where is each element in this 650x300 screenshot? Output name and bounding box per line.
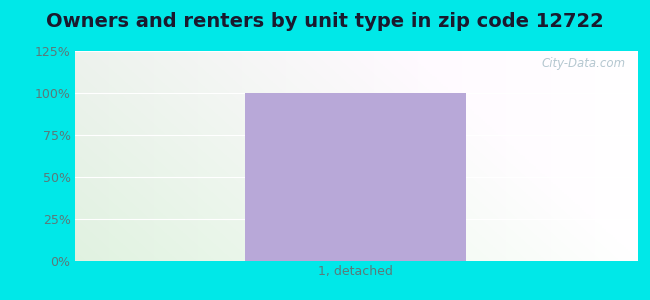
Text: City-Data.com: City-Data.com: [541, 57, 626, 70]
Text: Owners and renters by unit type in zip code 12722: Owners and renters by unit type in zip c…: [46, 12, 604, 31]
Bar: [246, 93, 466, 261]
